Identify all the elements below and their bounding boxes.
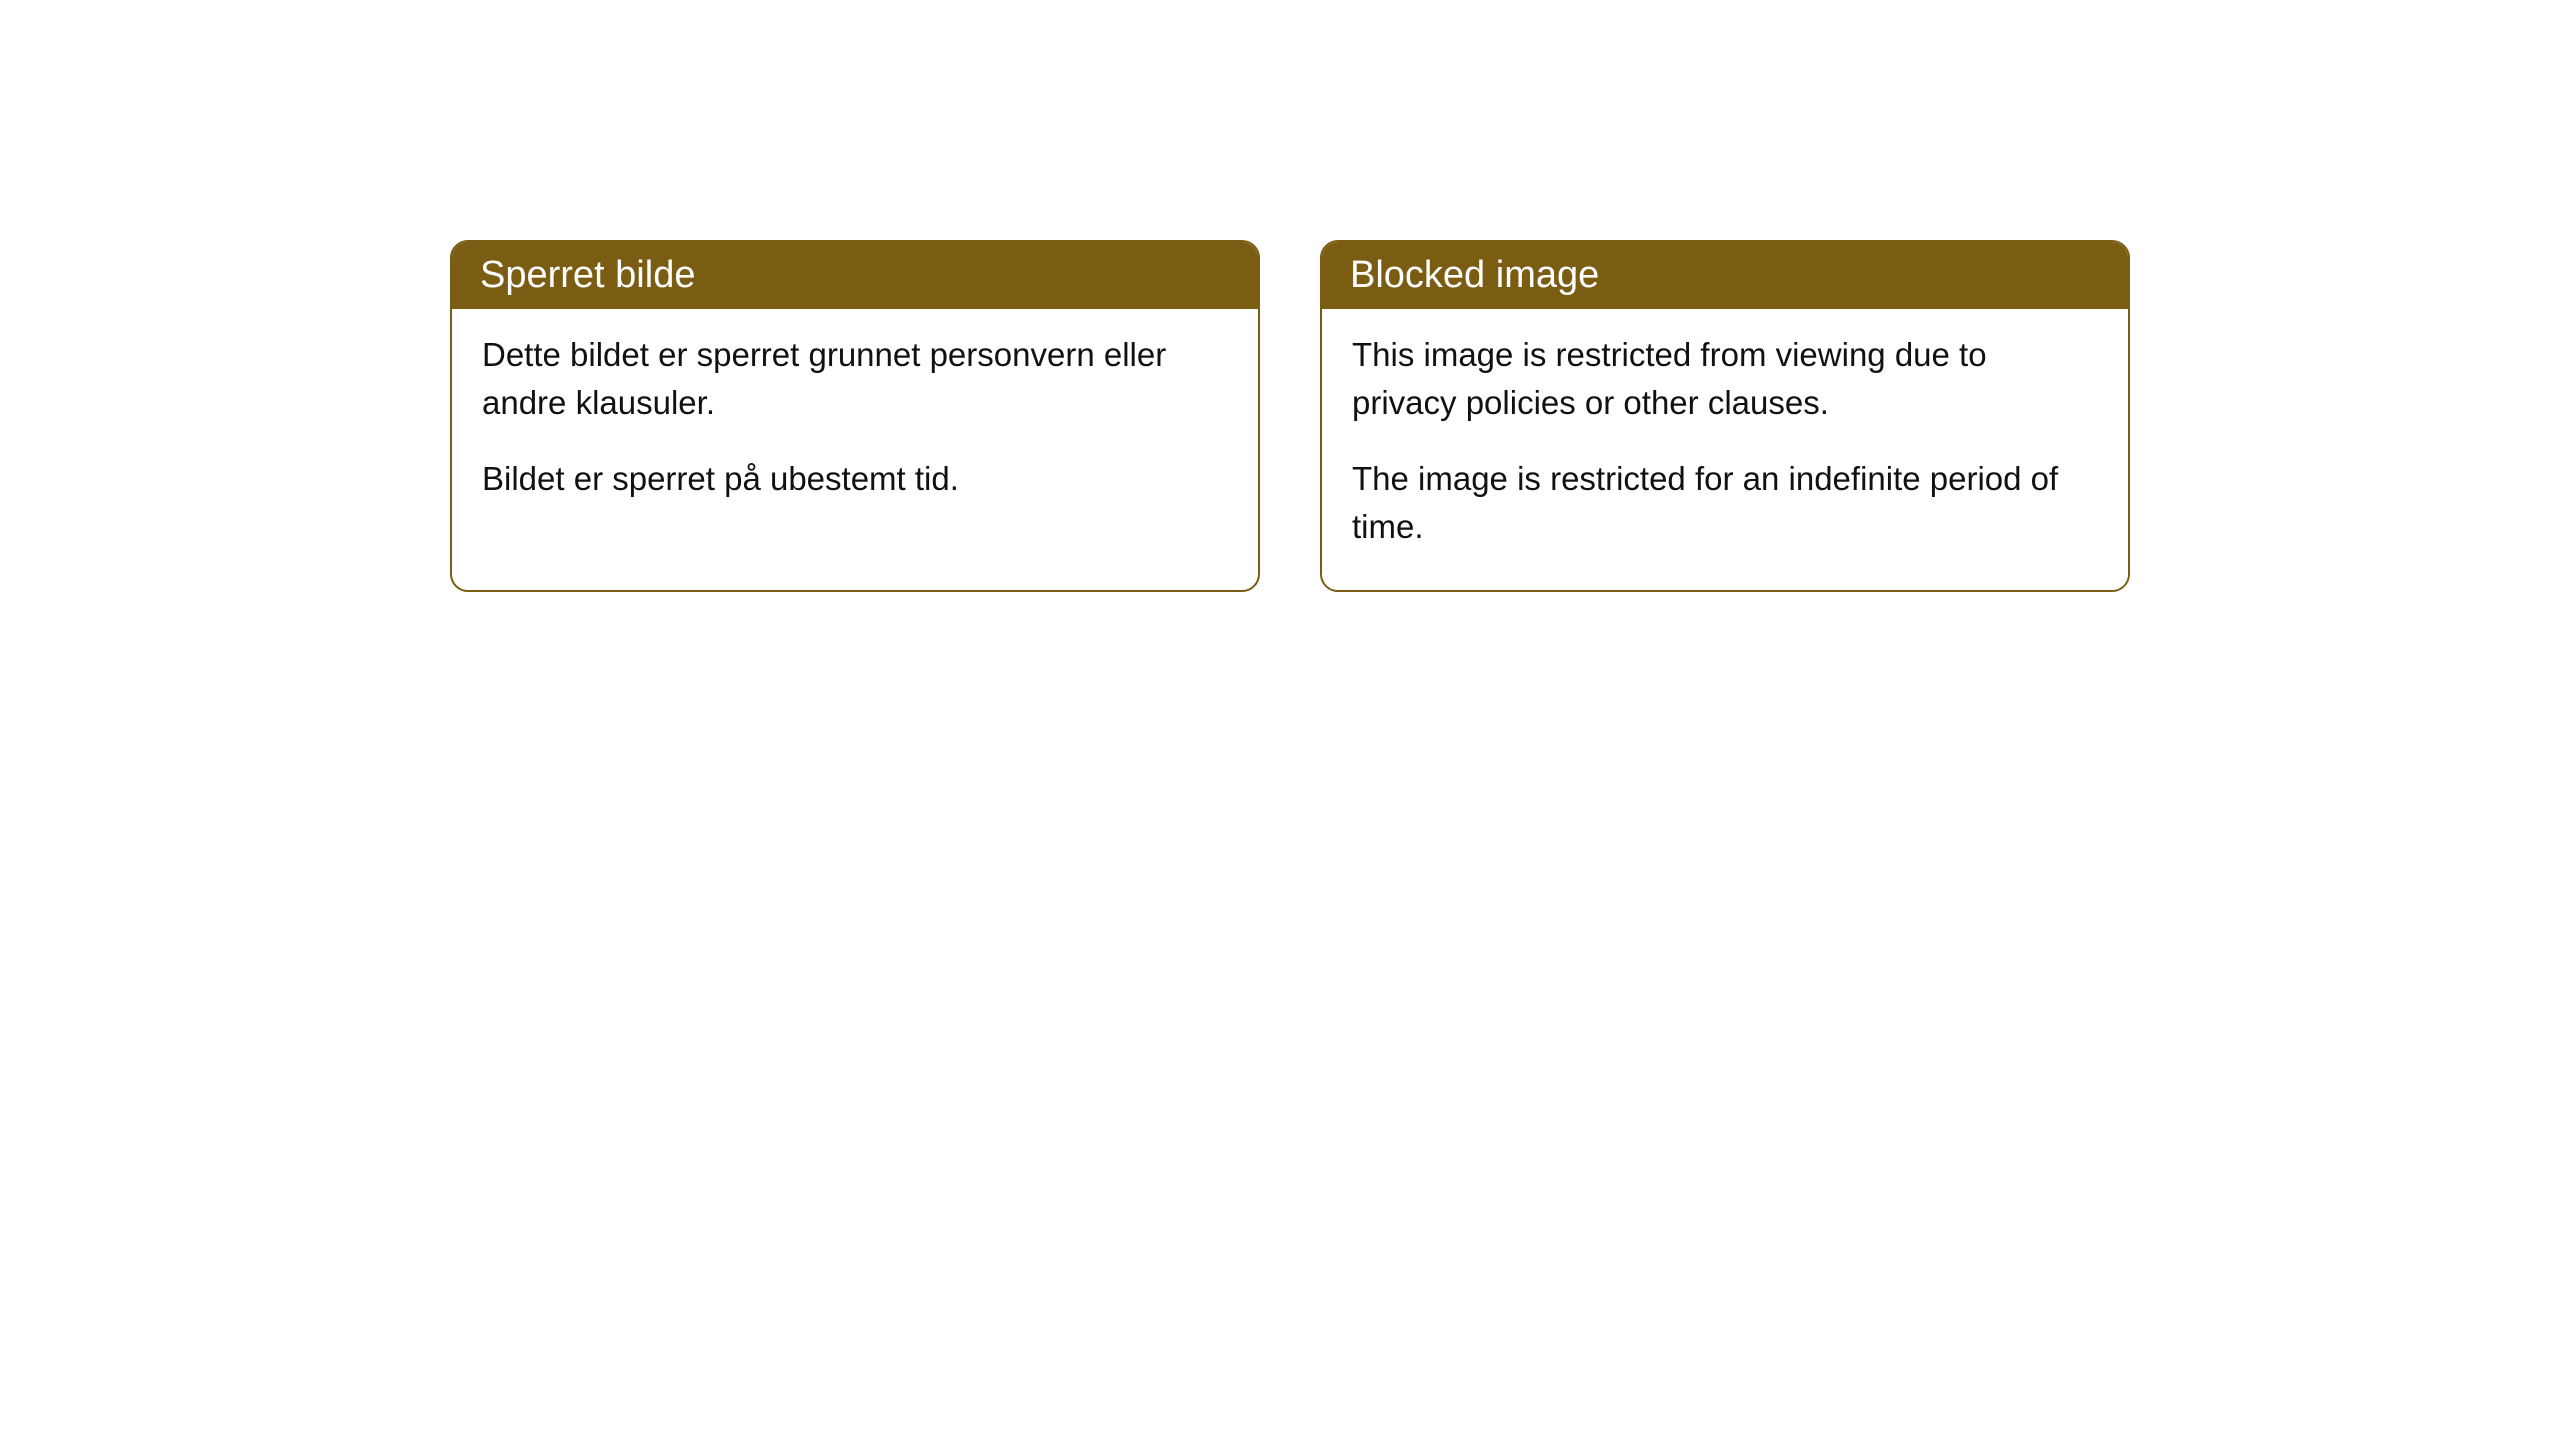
blocked-image-card-english: Blocked image This image is restricted f… <box>1320 240 2130 592</box>
card-header-norwegian: Sperret bilde <box>452 242 1258 309</box>
card-paragraph-1-english: This image is restricted from viewing du… <box>1352 331 2098 427</box>
card-body-english: This image is restricted from viewing du… <box>1322 309 2128 590</box>
card-header-english: Blocked image <box>1322 242 2128 309</box>
card-body-norwegian: Dette bildet er sperret grunnet personve… <box>452 309 1258 543</box>
card-paragraph-2-english: The image is restricted for an indefinit… <box>1352 455 2098 551</box>
card-paragraph-2-norwegian: Bildet er sperret på ubestemt tid. <box>482 455 1228 503</box>
notice-cards-container: Sperret bilde Dette bildet er sperret gr… <box>450 240 2130 592</box>
blocked-image-card-norwegian: Sperret bilde Dette bildet er sperret gr… <box>450 240 1260 592</box>
card-paragraph-1-norwegian: Dette bildet er sperret grunnet personve… <box>482 331 1228 427</box>
